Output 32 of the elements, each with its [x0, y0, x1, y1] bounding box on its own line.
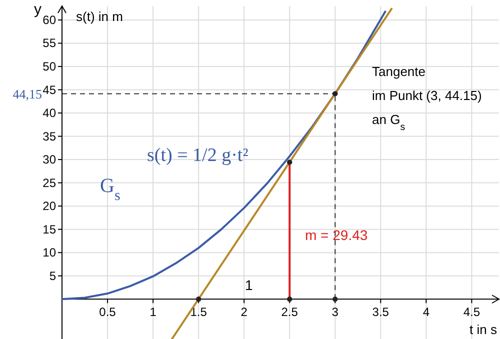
y-tick-label: 10 [42, 246, 56, 260]
y-tick-label: 50 [42, 59, 56, 74]
point [332, 91, 338, 96]
x-tick-label: 2 [240, 305, 248, 320]
x-axis-title: t in s [470, 322, 498, 338]
x-tick-label: 2.5 [281, 305, 298, 320]
x-tick-label: 3.5 [372, 305, 390, 320]
ref-line-label: 44,15 [12, 86, 42, 102]
x-tick-label: 4 [422, 305, 430, 320]
y-tick-label: 40 [42, 106, 56, 120]
y-tick-label: 35 [42, 129, 56, 144]
y-tick-label: 55 [42, 36, 56, 50]
y-tick-label: 20 [42, 199, 56, 214]
x-tick-label: 3 [332, 305, 339, 320]
annotation: s(t) = 1/2 g·t² [147, 145, 249, 166]
y-tick-label: 45 [42, 82, 56, 97]
annotation: G$_{s}$ [100, 175, 120, 204]
y-axis-title: s(t) in m [76, 9, 123, 24]
annotation: m = 29.43 [305, 227, 368, 243]
x-tick-label: 1 [150, 305, 157, 320]
annotation: 1 [245, 277, 253, 293]
y-tick-label: 5 [49, 268, 56, 283]
y-tick-label: 30 [42, 152, 56, 167]
text: y [34, 1, 42, 18]
point [287, 160, 292, 165]
point [196, 296, 202, 302]
y-tick-label: 15 [42, 222, 56, 236]
x-tick-label: 4.5 [463, 305, 480, 320]
y-tick-label: 25 [42, 176, 56, 190]
y-tick-label: 60 [42, 12, 56, 27]
annotation: Tangente im Punkt (3, 44.15) an G$_{s}$ [372, 64, 482, 132]
x-tick-label: 0.5 [99, 305, 116, 320]
